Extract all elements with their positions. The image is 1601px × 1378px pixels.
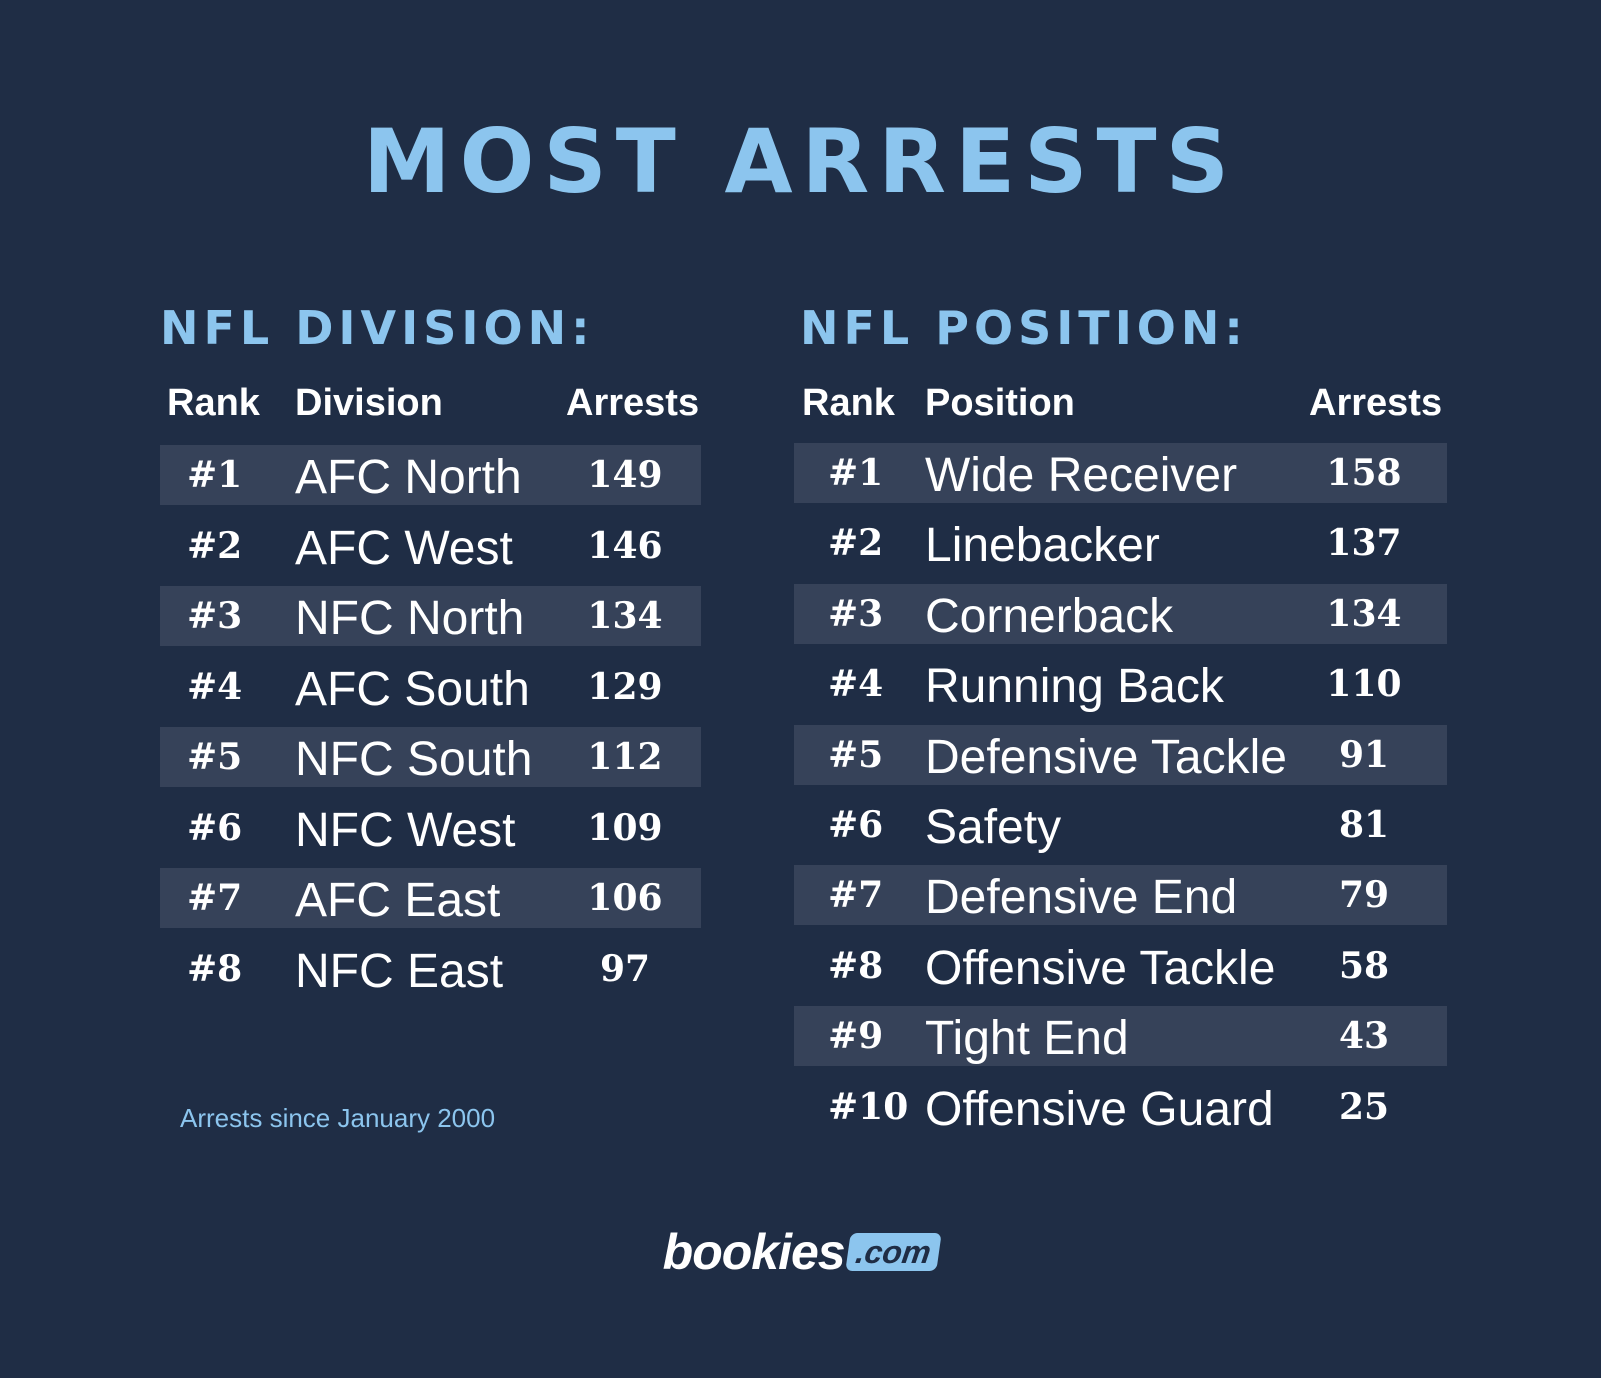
table-row: #2 Linebacker 137 (794, 513, 1447, 573)
arrests-value: 112 (587, 736, 663, 778)
name-cell: NFC North (295, 592, 525, 645)
arrests-value: 134 (587, 595, 663, 637)
rank-cell: #7 (828, 874, 884, 917)
division-name-header: Division (295, 382, 443, 424)
page-title: MOST ARRESTS (363, 110, 1238, 213)
table-row: #1 AFC North 149 (160, 445, 701, 505)
rank-cell: #4 (828, 663, 884, 706)
rank-cell: #4 (187, 665, 243, 708)
arrests-value: 134 (1326, 592, 1402, 635)
position-heading: NFL POSITION: (800, 301, 1248, 355)
arrests-value: 109 (587, 806, 663, 849)
arrests-value: 81 (1338, 804, 1390, 846)
logo-wordmark: bookies (662, 1224, 846, 1280)
rank-cell: #3 (187, 595, 243, 637)
name-cell: Running Back (925, 660, 1224, 714)
rank-cell: #5 (187, 736, 243, 778)
name-cell: AFC South (295, 662, 530, 716)
name-cell: Defensive End (925, 871, 1238, 925)
rank-cell: #10 (828, 1085, 909, 1128)
arrests-value: 97 (599, 947, 651, 990)
rank-cell: #8 (187, 947, 243, 990)
arrests-value: 58 (1338, 944, 1390, 987)
arrests-value: 110 (1326, 663, 1402, 706)
arrests-value: 79 (1338, 874, 1390, 917)
name-cell: NFC South (295, 733, 533, 786)
name-cell: Cornerback (925, 589, 1174, 643)
rank-cell: #2 (828, 522, 884, 565)
name-cell: Linebacker (925, 519, 1160, 573)
rank-cell: #7 (187, 877, 243, 919)
bookies-logo: bookies .com (0, 1222, 1601, 1282)
table-row: #6 Safety 81 (794, 795, 1447, 855)
table-row: #2 AFC West 146 (160, 516, 701, 576)
name-cell: Offensive Guard (925, 1082, 1274, 1136)
name-cell: Wide Receiver (925, 449, 1238, 502)
name-cell: AFC West (295, 521, 513, 575)
position-arrests-header: Arrests (1309, 382, 1443, 424)
name-cell: NFC West (295, 803, 516, 857)
name-cell: Tight End (925, 1012, 1129, 1066)
arrests-value: 158 (1326, 452, 1402, 494)
rank-cell: #6 (828, 804, 884, 846)
table-row: #4 Running Back 110 (794, 654, 1447, 714)
rank-cell: #5 (828, 733, 884, 776)
table-row: #8 Offensive Tackle 58 (794, 936, 1447, 996)
footnote: Arrests since January 2000 (180, 1103, 496, 1133)
rank-cell: #3 (828, 592, 884, 635)
table-row: #7 Defensive End 79 (794, 865, 1447, 926)
position-rank-header: Rank (802, 382, 895, 424)
arrests-value: 91 (1338, 733, 1390, 776)
table-row: #1 Wide Receiver 158 (794, 443, 1447, 503)
name-cell: AFC East (295, 874, 501, 927)
table-row: #5 NFC South 112 (160, 727, 701, 787)
arrests-value: 137 (1326, 522, 1402, 565)
name-cell: Safety (925, 801, 1062, 854)
table-row: #7 AFC East 106 (160, 868, 701, 928)
arrests-value: 146 (587, 524, 663, 567)
arrests-value: 25 (1338, 1085, 1390, 1128)
table-row: #4 AFC South 129 (160, 657, 701, 717)
division-heading: NFL DIVISION: (160, 301, 595, 355)
division-arrests-header: Arrests (566, 382, 700, 424)
rank-cell: #1 (828, 452, 884, 494)
table-row: #6 NFC West 109 (160, 798, 701, 858)
arrests-value: 106 (587, 877, 663, 919)
table-row: #3 NFC North 134 (160, 586, 701, 646)
rank-cell: #1 (187, 454, 243, 496)
table-row: #3 Cornerback 134 (794, 583, 1447, 644)
name-cell: NFC East (295, 944, 504, 998)
rank-cell: #6 (187, 806, 243, 849)
division-rank-header: Rank (167, 382, 260, 424)
name-cell: AFC North (295, 451, 522, 504)
position-name-header: Position (925, 382, 1075, 424)
rank-cell: #8 (828, 944, 884, 987)
table-row: #5 Defensive Tackle 91 (794, 724, 1447, 785)
logo-badge: .com (844, 1233, 941, 1271)
table-row: #10 Offensive Guard 25 (794, 1077, 1447, 1137)
name-cell: Offensive Tackle (925, 941, 1276, 995)
name-cell: Defensive Tackle (925, 730, 1287, 784)
arrests-value: 43 (1338, 1015, 1390, 1058)
rank-cell: #2 (187, 524, 243, 567)
arrests-value: 149 (587, 454, 663, 496)
table-row: #8 NFC East 97 (160, 939, 701, 999)
table-row: #9 Tight End 43 (794, 1006, 1447, 1067)
rank-cell: #9 (828, 1015, 884, 1058)
arrests-value: 129 (587, 665, 663, 708)
